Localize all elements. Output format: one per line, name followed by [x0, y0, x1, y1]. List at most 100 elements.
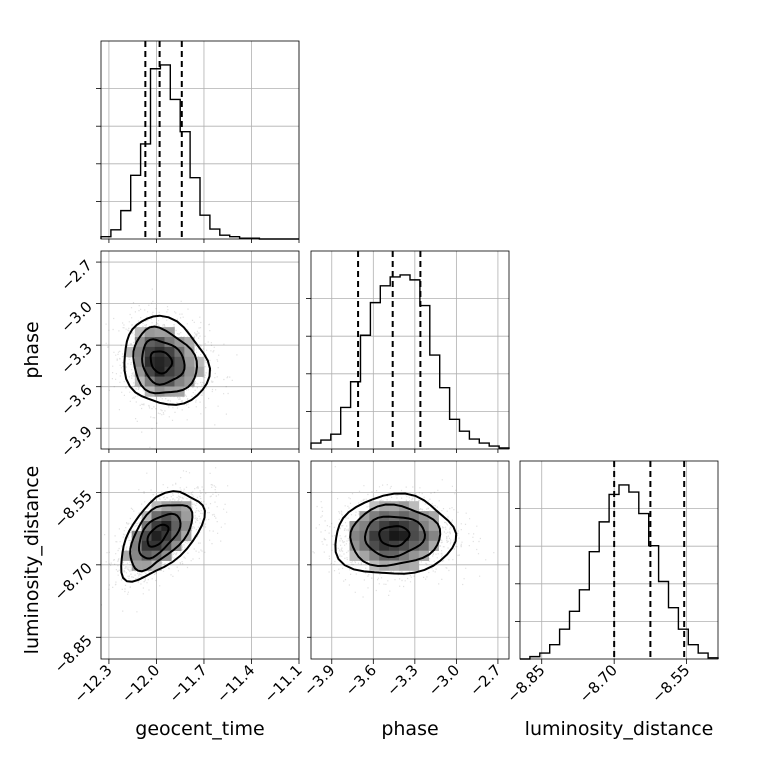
x-tick-label: −3.3	[383, 661, 421, 699]
density-cell	[164, 337, 175, 348]
density-cell	[171, 540, 182, 552]
density-cell	[359, 511, 370, 522]
y-tick-label: −2.7	[57, 256, 95, 294]
density-cell	[369, 530, 380, 542]
density-cell	[359, 540, 370, 552]
density-cell	[134, 337, 146, 348]
x-tick-label: −8.85	[503, 661, 548, 706]
y-tick-label: −3.0	[57, 298, 95, 336]
histogram-phase	[310, 274, 510, 449]
density-cell	[379, 521, 390, 532]
contour-line	[120, 490, 206, 583]
density-cell	[369, 550, 380, 561]
scatter-area	[101, 251, 299, 449]
density-cell	[181, 511, 192, 522]
histogram-luminosity_distance	[520, 484, 719, 660]
density-cell	[164, 366, 175, 377]
density-cell	[369, 540, 380, 552]
density-cell	[154, 386, 165, 397]
contour-line	[378, 525, 411, 548]
density-cell	[359, 550, 370, 561]
density-cell	[181, 521, 192, 532]
contour-line	[129, 504, 194, 573]
density-cell	[144, 356, 155, 368]
panel-frame	[100, 40, 300, 240]
density-cell	[418, 540, 430, 552]
density-cell	[161, 511, 172, 522]
density-cell	[194, 356, 205, 368]
y-axis-label-luminosity-distance: luminosity_distance	[21, 466, 43, 655]
density-cell	[121, 550, 132, 561]
density-cell	[144, 327, 155, 338]
density-cell	[379, 530, 390, 542]
density-cell	[408, 530, 420, 542]
hist-panel-geocent_time	[96, 40, 300, 240]
density-cell	[418, 550, 430, 561]
density-cell	[408, 560, 420, 571]
density-cell	[408, 511, 420, 522]
density-cell	[144, 337, 155, 348]
density-cell	[131, 550, 142, 561]
scatter-area	[101, 461, 299, 659]
density-cell	[399, 511, 410, 522]
density-cell	[408, 540, 420, 552]
y-tick-label: −3.3	[57, 339, 95, 377]
density-cell	[428, 540, 439, 552]
density-cell	[428, 530, 439, 542]
density-cell	[184, 346, 195, 358]
density-cell	[408, 521, 420, 532]
density-cell	[154, 327, 165, 338]
y-axis-label-phase: phase	[21, 321, 43, 378]
density-cell	[379, 501, 390, 512]
scatter-panel-geocent_time_vs_luminosity_distance	[100, 460, 300, 660]
density-cell	[144, 376, 155, 387]
contour-line	[141, 338, 186, 386]
density-cell	[389, 560, 400, 571]
contour-line	[132, 325, 199, 395]
density-cell	[379, 540, 390, 552]
x-tick-label: −11.7	[166, 661, 211, 706]
panel-frame	[310, 460, 510, 660]
density-cell	[141, 540, 152, 552]
hist-panel-luminosity_distance	[515, 460, 719, 660]
density-cell	[418, 511, 430, 522]
density-cell	[154, 356, 165, 368]
density-cell	[428, 521, 439, 532]
density-cell	[131, 530, 142, 542]
y-tick-label: −3.6	[57, 381, 95, 419]
density-cell	[399, 530, 410, 542]
density-cell	[194, 366, 205, 377]
contour-line	[349, 503, 442, 568]
density-cell	[141, 550, 152, 561]
density-cell	[144, 346, 155, 358]
density-cell	[369, 511, 380, 522]
scatter-panel-geocent_time_vs_phase	[100, 250, 300, 450]
contour-line	[137, 512, 182, 560]
x-tick-label: −12.0	[118, 661, 163, 706]
contour-line	[123, 314, 212, 406]
density-cell	[174, 356, 185, 368]
density-cell	[428, 511, 439, 522]
x-tick-label: −3.6	[342, 661, 380, 699]
density-cell	[389, 530, 400, 542]
hist-panel-phase	[306, 250, 510, 450]
density-cell	[399, 540, 410, 552]
density-cell	[134, 366, 146, 377]
panel-frame	[100, 250, 300, 450]
y-tick-label: −3.9	[57, 422, 95, 460]
density-cell	[369, 501, 380, 512]
density-cell	[349, 550, 360, 561]
density-cell	[399, 560, 410, 571]
y-tick-label: −8.70	[51, 559, 96, 604]
density-cell	[359, 521, 370, 532]
density-cell	[399, 521, 410, 532]
density-cell	[124, 346, 136, 358]
contour-line	[363, 515, 427, 559]
density-cell	[184, 356, 195, 368]
density-cell	[164, 356, 175, 368]
histogram-geocent_time	[100, 64, 299, 240]
density-cell	[151, 511, 162, 522]
x-tick-label: −12.3	[71, 661, 116, 706]
density-cell	[154, 366, 165, 377]
